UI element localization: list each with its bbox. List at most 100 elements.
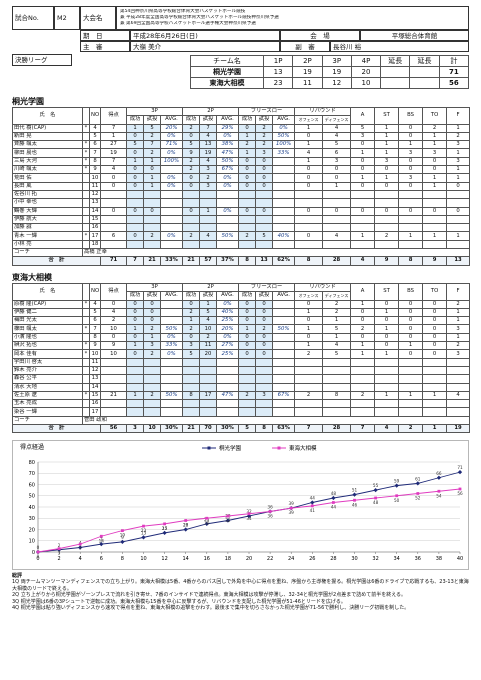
player-stat: 27 bbox=[100, 140, 127, 150]
player-stat: 0% bbox=[159, 349, 184, 359]
player-stat bbox=[126, 357, 144, 367]
player-stat: 5 bbox=[126, 140, 144, 150]
player-stat: 67% bbox=[272, 390, 296, 401]
player-stat bbox=[255, 239, 274, 250]
player-stat bbox=[199, 189, 218, 200]
player-stat: 10 bbox=[100, 324, 127, 334]
player-stat bbox=[398, 223, 424, 233]
player-stat bbox=[255, 189, 274, 200]
player-stat bbox=[159, 189, 184, 200]
player-stat: 1 bbox=[238, 148, 257, 158]
player-stat bbox=[398, 365, 424, 376]
player-stat: 1 bbox=[374, 349, 400, 359]
player-stat: 0 bbox=[398, 324, 424, 334]
point bbox=[332, 501, 335, 504]
player-name: 伊藤 健二 bbox=[12, 307, 83, 318]
player-stat: 5 bbox=[182, 140, 201, 150]
player-stat bbox=[159, 206, 184, 216]
player-stat: 0 bbox=[422, 332, 448, 343]
player-stat: 33% bbox=[159, 341, 184, 351]
player-stat: 0 bbox=[398, 181, 424, 191]
player-stat: 7 bbox=[100, 156, 127, 167]
player-stat bbox=[446, 214, 471, 225]
value-label: 23 bbox=[141, 528, 147, 533]
player-stat: 0 bbox=[350, 140, 376, 150]
player-stat bbox=[126, 198, 144, 208]
player-stat: 0 bbox=[126, 148, 144, 158]
player-stat bbox=[216, 223, 240, 233]
player-row: 小中 幸也 13 bbox=[12, 198, 471, 208]
player-stat bbox=[82, 374, 90, 384]
stats-table: 氏 名 NO 得点 3P 2P フリースロー リバウンド A ST BS TO F 成功 試投 AVG. 成功… bbox=[12, 282, 471, 434]
player-stat: 0 bbox=[182, 181, 201, 191]
player-stat bbox=[216, 189, 240, 200]
player-stat: 1 bbox=[294, 324, 324, 334]
player-stat bbox=[100, 374, 127, 384]
total-value: 57 bbox=[199, 256, 218, 266]
player-stat bbox=[350, 407, 376, 417]
player-stat bbox=[216, 357, 240, 367]
player-stat bbox=[322, 198, 352, 208]
player-stat bbox=[374, 214, 400, 225]
player-stat: 1 bbox=[238, 324, 257, 334]
player-stat bbox=[398, 374, 424, 384]
player-stat: 1 bbox=[374, 123, 400, 133]
player-stat bbox=[159, 407, 184, 417]
player-stat: 7 bbox=[89, 324, 101, 334]
player-stat bbox=[199, 223, 218, 233]
referee-label: 主 審 bbox=[80, 41, 130, 52]
player-stat bbox=[272, 189, 296, 200]
score-table: チーム名 1P 2P 3P 4P 延長 延長計桐光学園 13 19 19 20 71 東海大相模 23 11… bbox=[190, 55, 470, 89]
player-stat bbox=[398, 198, 424, 208]
x-tick-label: 6 bbox=[100, 556, 103, 562]
date: 平成28年6月26日(日) bbox=[130, 30, 280, 41]
player-stat bbox=[126, 365, 144, 376]
player-stat bbox=[422, 399, 448, 409]
tournament-box: 第54回神奈川県高等学校総合体育大会バスケットボール競技 兼 平成28年度全国高… bbox=[116, 6, 469, 30]
coach-row: コーチ 菅田 政和 bbox=[12, 415, 471, 426]
value-label: 20 bbox=[183, 523, 189, 528]
player-stat bbox=[322, 214, 352, 225]
player-row: 清水 大地 14 bbox=[12, 382, 471, 392]
player-stat bbox=[422, 239, 448, 250]
player-name: 原樹 隆(CAP) bbox=[12, 299, 83, 309]
x-tick-label: 4 bbox=[79, 556, 82, 562]
player-stat: 100% bbox=[159, 156, 184, 167]
player-stat bbox=[255, 214, 274, 225]
player-stat bbox=[238, 407, 257, 417]
player-stat bbox=[294, 399, 324, 409]
player-stat: 0 bbox=[126, 231, 144, 241]
player-stat bbox=[272, 198, 296, 208]
player-stat: 0 bbox=[350, 332, 376, 343]
player-stat: 2 bbox=[143, 148, 161, 158]
player-stat bbox=[272, 165, 296, 175]
value-label: 44 bbox=[331, 505, 337, 510]
point bbox=[57, 547, 61, 551]
player-stat: 1 bbox=[322, 181, 352, 191]
player-stat bbox=[182, 382, 201, 392]
player-stat: 0 bbox=[255, 156, 274, 167]
player-stat: 3 bbox=[255, 390, 274, 401]
player-stat bbox=[143, 223, 161, 233]
player-stat: 27% bbox=[216, 341, 240, 351]
player-stat: 17 bbox=[89, 231, 101, 241]
player-stat: 0% bbox=[216, 173, 240, 183]
score-value: 56 bbox=[438, 77, 470, 89]
player-name: 斉藤 颯太 bbox=[12, 140, 83, 150]
player-stat: 0% bbox=[159, 148, 184, 158]
player-name: 鶴巻 大輝 bbox=[12, 206, 83, 216]
player-stat: 0 bbox=[182, 206, 201, 216]
sub-header: 試投 bbox=[143, 115, 161, 125]
player-stat: 0 bbox=[398, 206, 424, 216]
player-stat bbox=[398, 189, 424, 200]
player-stat: 0 bbox=[294, 299, 324, 309]
player-stat bbox=[398, 357, 424, 367]
player-stat: 1 bbox=[126, 390, 144, 401]
group-header: 2P bbox=[182, 106, 240, 117]
total-value: 70 bbox=[199, 424, 218, 434]
player-stat: 0 bbox=[294, 131, 324, 142]
player-stat bbox=[216, 374, 240, 384]
player-stat bbox=[182, 357, 201, 367]
player-stat: 2 bbox=[255, 324, 274, 334]
player-stat bbox=[398, 214, 424, 225]
